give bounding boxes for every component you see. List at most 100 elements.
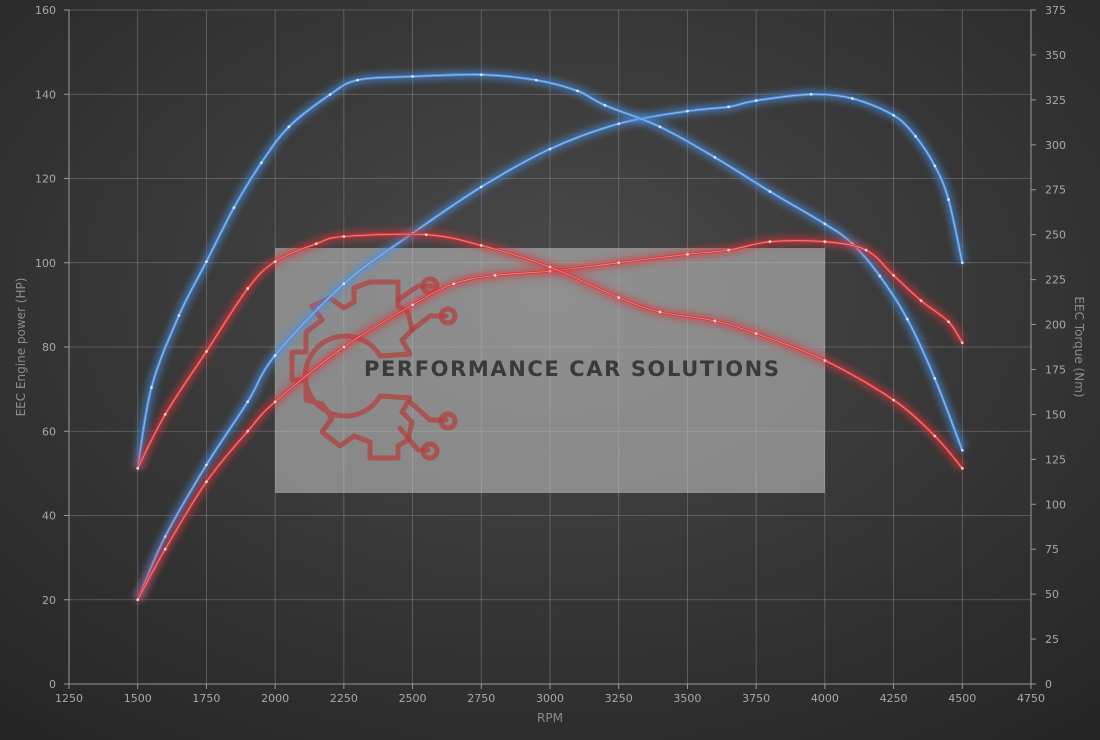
data-point <box>479 244 483 247</box>
y-left-tick-label: 140 <box>35 88 56 101</box>
data-point <box>205 463 208 467</box>
data-point <box>287 125 291 129</box>
data-point <box>892 273 895 277</box>
data-point <box>658 310 662 314</box>
data-point <box>150 386 153 389</box>
y-right-tick-label: 225 <box>1045 274 1066 287</box>
y-right-tick-label: 25 <box>1045 633 1059 646</box>
series-layer <box>133 70 967 602</box>
data-point <box>947 320 950 324</box>
data-point <box>823 359 827 362</box>
data-point <box>273 354 277 357</box>
data-point <box>493 273 497 277</box>
y-right-tick-label: 175 <box>1045 363 1066 376</box>
x-tick-label: 1500 <box>124 692 152 705</box>
x-tick-label: 4500 <box>948 692 976 705</box>
y-left-tick-label: 40 <box>42 510 56 523</box>
data-point <box>163 535 167 538</box>
y-right-tick-label: 100 <box>1045 498 1066 511</box>
data-point <box>892 398 895 402</box>
y-right-tick-label: 250 <box>1045 229 1066 242</box>
y-right-tick-label: 375 <box>1045 4 1066 17</box>
y-left-tick-label: 80 <box>42 341 56 354</box>
data-point <box>136 598 140 602</box>
data-point <box>246 287 250 290</box>
data-point <box>933 434 937 438</box>
y-right-tick-label: 275 <box>1045 184 1066 197</box>
watermark-text: PERFORMANCE CAR SOLUTIONS <box>364 357 781 381</box>
data-point <box>163 413 167 416</box>
data-point <box>314 242 318 246</box>
data-point <box>768 240 772 244</box>
data-point <box>947 198 950 201</box>
data-point <box>768 190 772 193</box>
data-point <box>424 233 428 237</box>
series-1 <box>133 70 967 470</box>
x-tick-label: 1750 <box>192 692 220 705</box>
data-point <box>864 248 868 252</box>
x-tick-label: 2000 <box>261 692 289 705</box>
data-point <box>205 350 208 353</box>
y-right-tick-label: 150 <box>1045 408 1066 421</box>
data-point <box>960 466 964 470</box>
data-point <box>850 97 854 100</box>
series-highlight <box>137 233 963 469</box>
watermark: PERFORMANCE CAR SOLUTIONS <box>275 248 825 493</box>
data-point <box>713 155 717 159</box>
x-tick-label: 3250 <box>605 692 633 705</box>
y-left-tick-label: 20 <box>42 594 56 607</box>
data-point <box>452 282 456 286</box>
x-tick-label: 1250 <box>55 692 83 705</box>
data-point <box>342 345 346 349</box>
watermark-panel <box>275 248 825 493</box>
axes: 1250 1500 1750 2000 2250 2500 2750 3000 3250 3500… <box>14 4 1086 725</box>
y-left-axis-title: EEC Engine power (HP) <box>14 278 28 417</box>
data-point <box>136 466 140 470</box>
data-point <box>914 134 917 138</box>
y-left-tick-label: 60 <box>42 425 56 438</box>
gear-circuit-logo-icon <box>289 276 458 461</box>
data-point <box>411 75 414 78</box>
data-point <box>246 400 250 404</box>
y-right-tick-label: 325 <box>1045 94 1066 107</box>
x-tick-label: 2250 <box>330 692 358 705</box>
data-point <box>919 299 923 303</box>
data-point <box>534 78 538 82</box>
x-tick-label: 3000 <box>536 692 564 705</box>
data-point <box>754 99 758 102</box>
data-point <box>205 480 208 484</box>
data-point <box>933 377 937 380</box>
data-point <box>576 89 579 93</box>
x-tick-label: 4750 <box>1017 692 1045 705</box>
y-right-tick-label: 50 <box>1045 588 1059 601</box>
data-point <box>342 235 346 238</box>
data-point <box>177 314 181 317</box>
data-point <box>686 252 689 256</box>
data-point <box>727 105 731 109</box>
data-point <box>823 240 827 244</box>
data-point <box>754 332 758 335</box>
data-point <box>658 125 662 129</box>
y-right-tick-label: 0 <box>1045 678 1052 691</box>
data-point <box>232 206 236 210</box>
data-point <box>617 122 621 126</box>
x-tick-label: 2500 <box>399 692 427 705</box>
data-point <box>905 317 909 321</box>
data-point <box>933 164 937 168</box>
x-tick-label: 4250 <box>880 692 908 705</box>
data-point <box>617 261 621 265</box>
data-point <box>273 260 277 264</box>
y-left-tick-label: 120 <box>35 173 56 186</box>
y-right-axis-title: EEC Torque (Nm) <box>1072 296 1086 397</box>
data-point <box>686 109 689 113</box>
data-point <box>823 222 827 226</box>
series-line <box>136 232 964 470</box>
data-point <box>479 185 483 189</box>
y-right-tick-label: 200 <box>1045 319 1066 332</box>
data-point <box>273 400 277 404</box>
data-point <box>960 448 964 452</box>
data-point <box>960 261 964 265</box>
data-point <box>603 103 607 107</box>
series-2 <box>133 236 967 602</box>
